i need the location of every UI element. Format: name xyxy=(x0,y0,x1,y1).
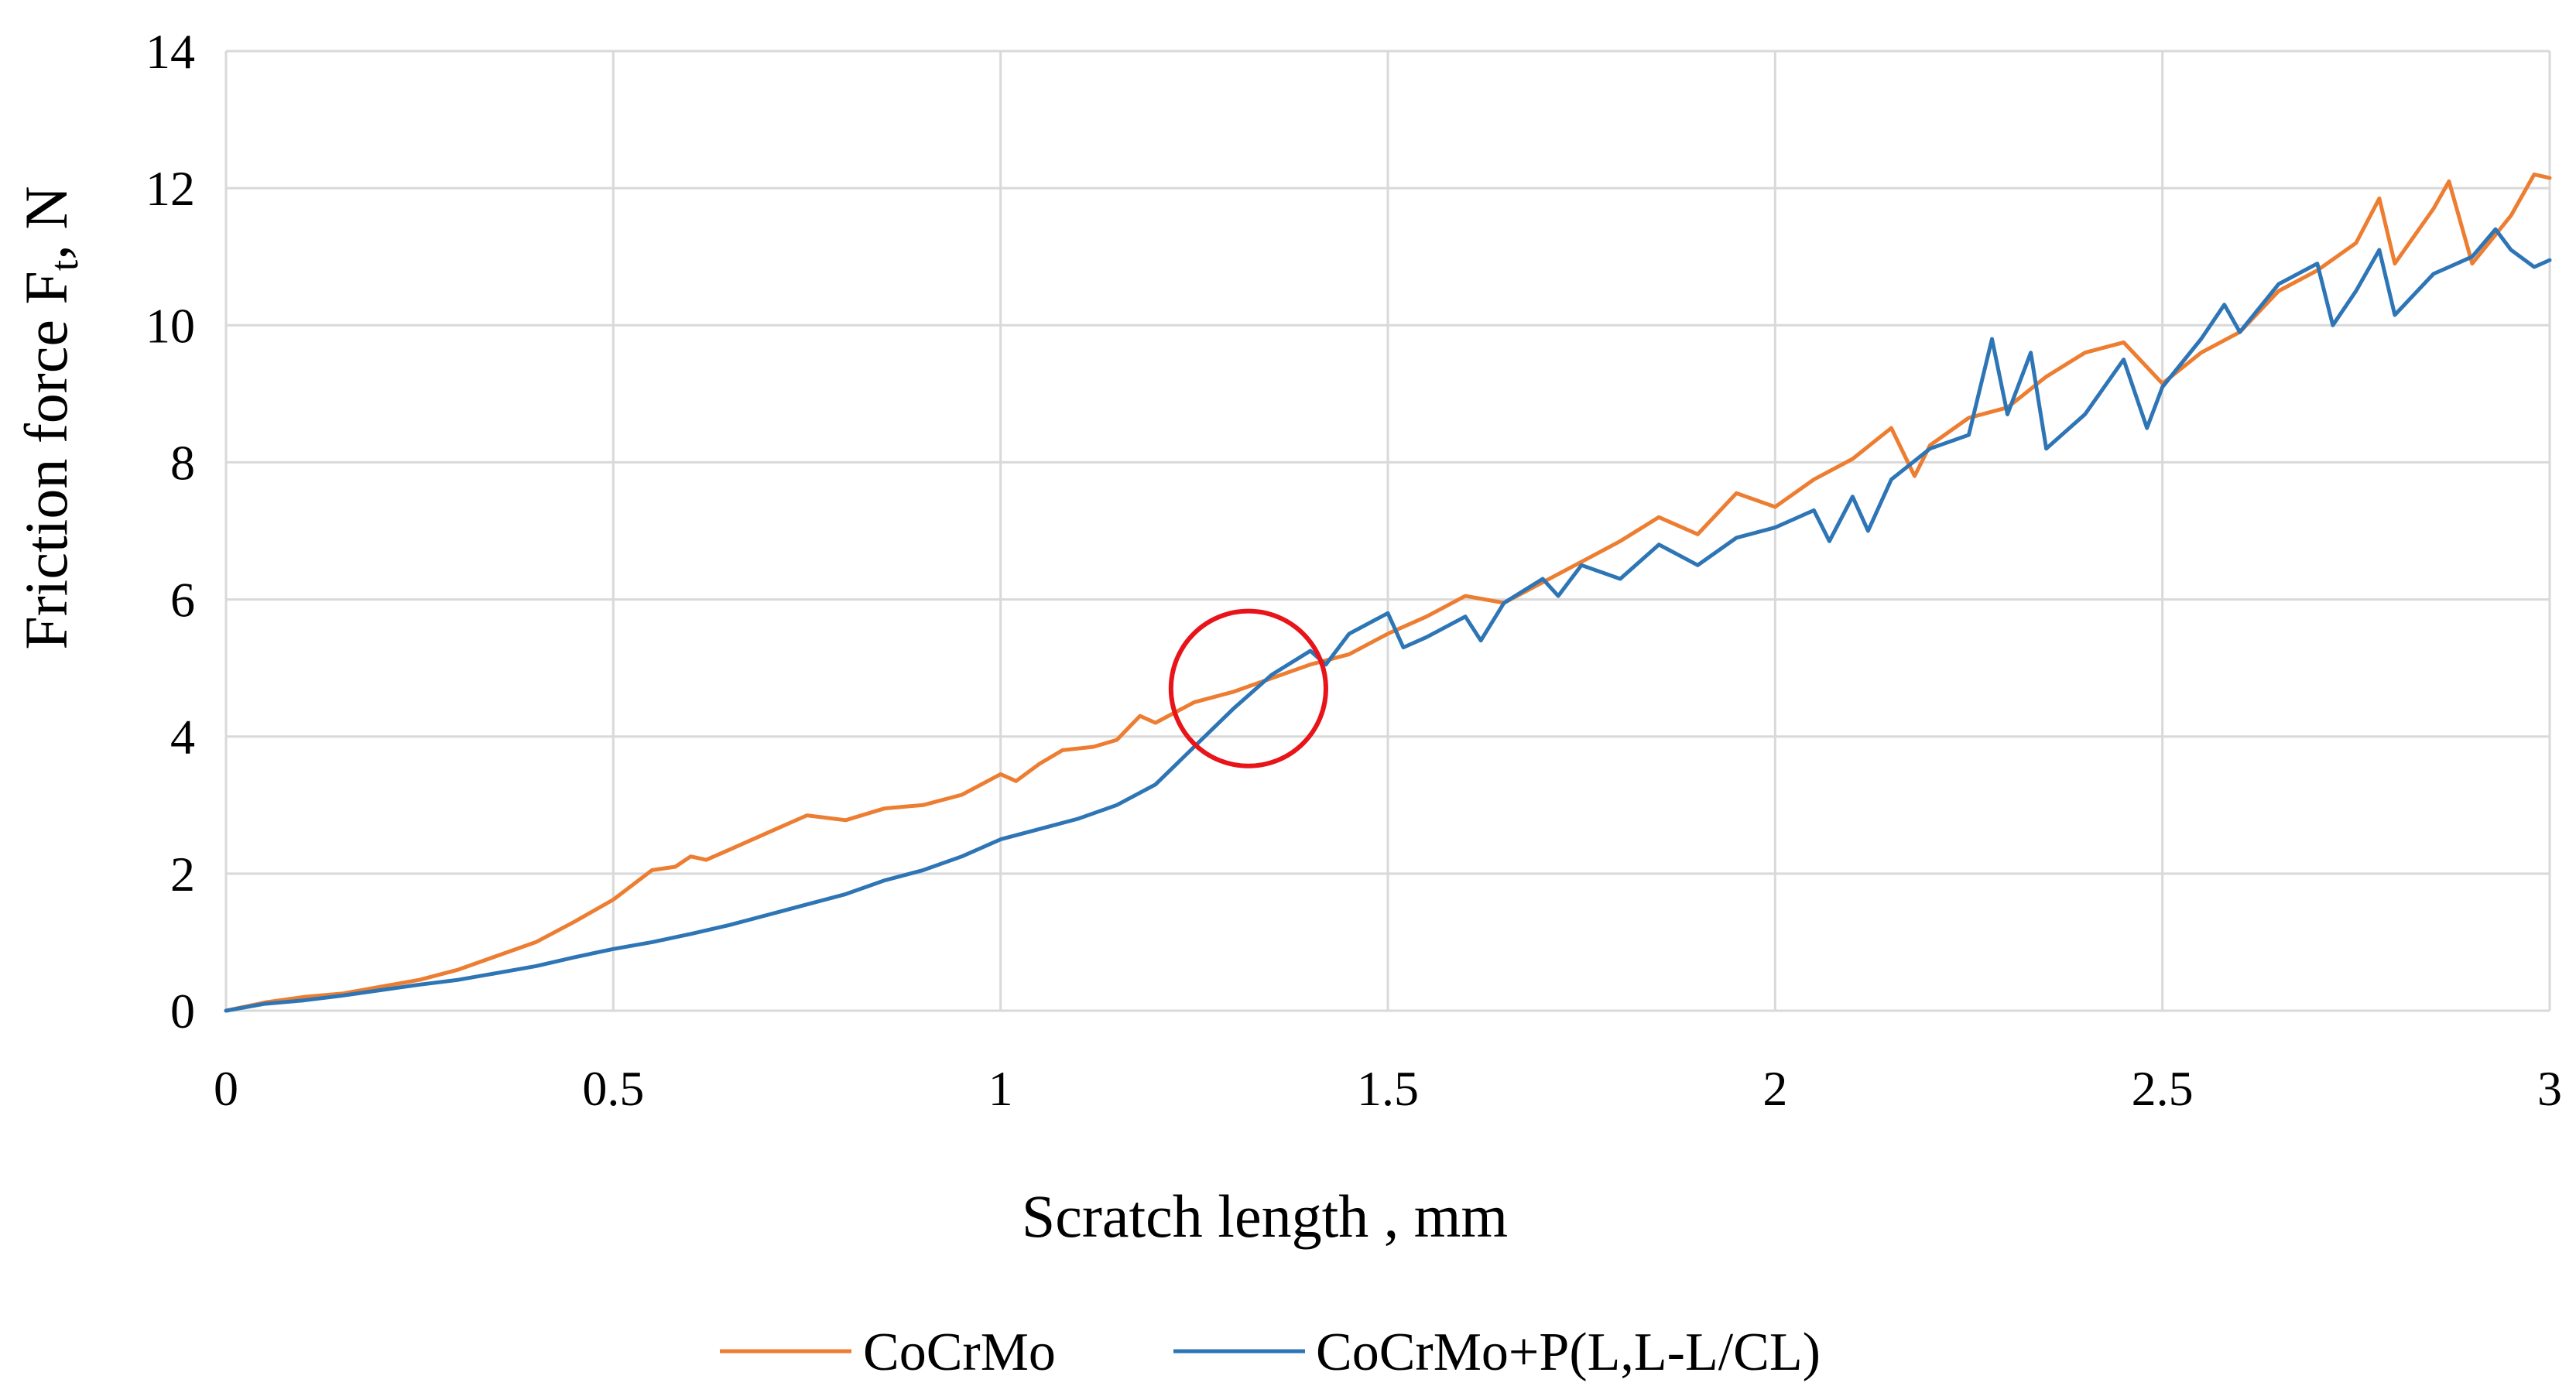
series-line-cocrmo xyxy=(224,172,2552,1013)
x-axis-ticks: 0 0.5 1 1.5 2 2.5 3 xyxy=(214,1061,2562,1116)
x-axis-title: Scratch length , mm xyxy=(1022,1183,1508,1250)
x-tick-label: 0 xyxy=(214,1061,238,1116)
y-tick-label: 0 xyxy=(170,984,195,1039)
chart-series xyxy=(224,172,2552,1013)
y-axis-title-subscript: t xyxy=(43,259,87,271)
y-axis-title-main: Friction force F xyxy=(12,271,80,650)
legend-label-cocrmo-p: CoCrMo+P(L,L-L/CL) xyxy=(1316,1323,1821,1382)
y-axis-ticks: 0 2 4 6 8 10 12 14 xyxy=(146,24,195,1039)
y-tick-label: 8 xyxy=(170,435,195,490)
legend-label-cocrmo: CoCrMo xyxy=(863,1323,1056,1382)
y-axis-title: Friction force Ft, N xyxy=(12,186,87,649)
x-tick-label: 2.5 xyxy=(2132,1061,2194,1116)
y-tick-label: 10 xyxy=(146,298,195,353)
highlight-circle xyxy=(1168,608,1328,768)
y-tick-label: 14 xyxy=(146,24,195,79)
x-tick-label: 0.5 xyxy=(582,1061,644,1116)
y-tick-label: 2 xyxy=(170,847,195,902)
legend: CoCrMo CoCrMo+P(L,L-L/CL) xyxy=(720,1323,1821,1382)
x-tick-label: 1 xyxy=(988,1061,1013,1116)
y-axis-title-suffix: , N xyxy=(12,186,80,259)
chart-annotation xyxy=(1168,608,1328,768)
x-tick-label: 3 xyxy=(2537,1061,2562,1116)
x-tick-label: 2 xyxy=(1762,1061,1787,1116)
y-tick-label: 12 xyxy=(146,161,195,216)
chart-grid xyxy=(224,50,2551,1012)
y-tick-label: 6 xyxy=(170,573,195,628)
series-line-cocrmo-p xyxy=(224,227,2552,1013)
x-tick-label: 1.5 xyxy=(1357,1061,1419,1116)
y-tick-label: 4 xyxy=(170,710,195,765)
